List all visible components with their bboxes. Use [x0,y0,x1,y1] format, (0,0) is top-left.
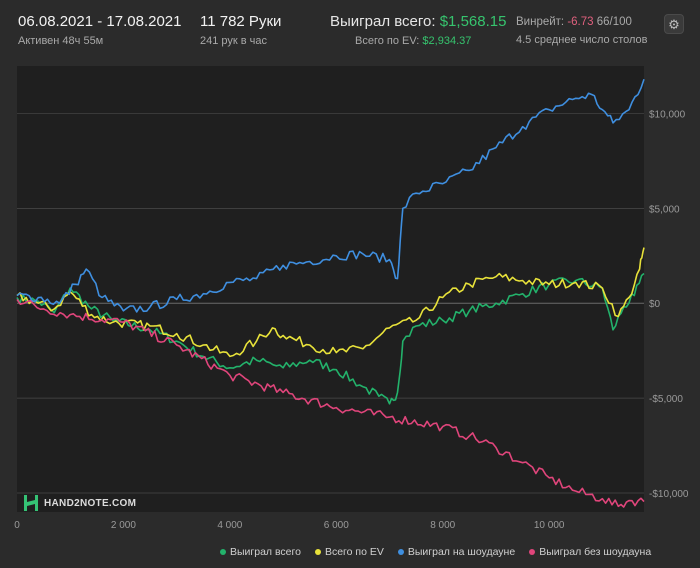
avg-tables: 4.5 среднее число столов [516,34,648,46]
series-line-1 [16,247,645,358]
series-line-3 [16,298,645,508]
hands-count: 11 782 Руки [200,13,282,30]
x-tick-label: 2 000 [111,520,136,531]
date-range: 06.08.2021 - 17.08.2021 [18,13,182,30]
hands-per-hour: 241 рук в час [200,35,268,47]
won-total: Выиграл всего: $1,568.15 [330,13,506,30]
x-tick-label: 8 000 [430,520,455,531]
won-total-label: Выиграл всего: [330,13,436,30]
plot-area [17,66,644,512]
x-tick-label: 6 000 [324,520,349,531]
legend-item-3[interactable]: Выиграл без шоудауна [529,544,651,560]
x-tick-label: 4 000 [217,520,242,531]
x-axis: 0 2 000 4 000 6 000 8 000 10 000 [14,520,565,531]
legend-item-1[interactable]: Всего по EV [314,544,384,560]
x-tick-label: 0 [14,520,20,531]
legend-label: Всего по EV [324,546,384,558]
series-line-2 [16,79,645,313]
legend: Выиграл всего Всего по EV Выиграл на шоуда… [220,544,651,560]
ev-label: Всего по EV: [355,35,420,47]
logo-text: HAND2NOTE.COM [44,497,137,509]
ev-value: $2,934.37 [422,35,472,47]
legend-dot-icon [220,549,226,555]
y-tick-label: $10,000 [649,109,686,120]
ev-total: Всего по EV: $2,934.37 [355,35,471,47]
logo: HAND2NOTE.COM [24,495,136,511]
won-total-value: $1,568.15 [439,13,507,30]
legend-label: Выиграл без шоудауна [539,546,652,558]
y-tick-label: -$10,000 [649,489,689,500]
winrate-label: Винрейт: [516,16,565,28]
legend-item-0[interactable]: Выиграл всего [220,544,301,560]
legend-item-2[interactable]: Выиграл на шоудауне [397,544,516,560]
stats-header: 06.08.2021 - 17.08.2021 Активен 48ч 55м … [0,0,700,52]
winrate-value: -6.73 [567,16,594,28]
legend-label: Выиграл на шоудауне [407,546,516,558]
y-tick-label: $0 [649,299,661,310]
profit-chart: $10,000 $5,000 $0 -$5,000 -$10,000 0 2 000 4 0… [14,66,689,531]
hand2note-logo-icon [24,495,38,511]
y-tick-label: $5,000 [649,204,680,215]
legend-dot-icon [529,549,536,555]
legend-dot-icon [314,549,321,555]
y-axis: $10,000 $5,000 $0 -$5,000 -$10,000 [649,109,689,500]
settings-gear-icon[interactable]: ⚙ [664,14,684,34]
winrate-suffix: 66/100 [596,16,632,28]
y-tick-label: -$5,000 [649,394,683,405]
winrate: Винрейт: -6.73 66/100 [516,16,632,28]
legend-dot-icon [397,549,404,555]
active-time: Активен 48ч 55м [18,35,104,47]
series-lines [16,79,645,508]
x-tick-label: 10 000 [534,520,565,531]
legend-label: Выиграл всего [230,546,301,558]
